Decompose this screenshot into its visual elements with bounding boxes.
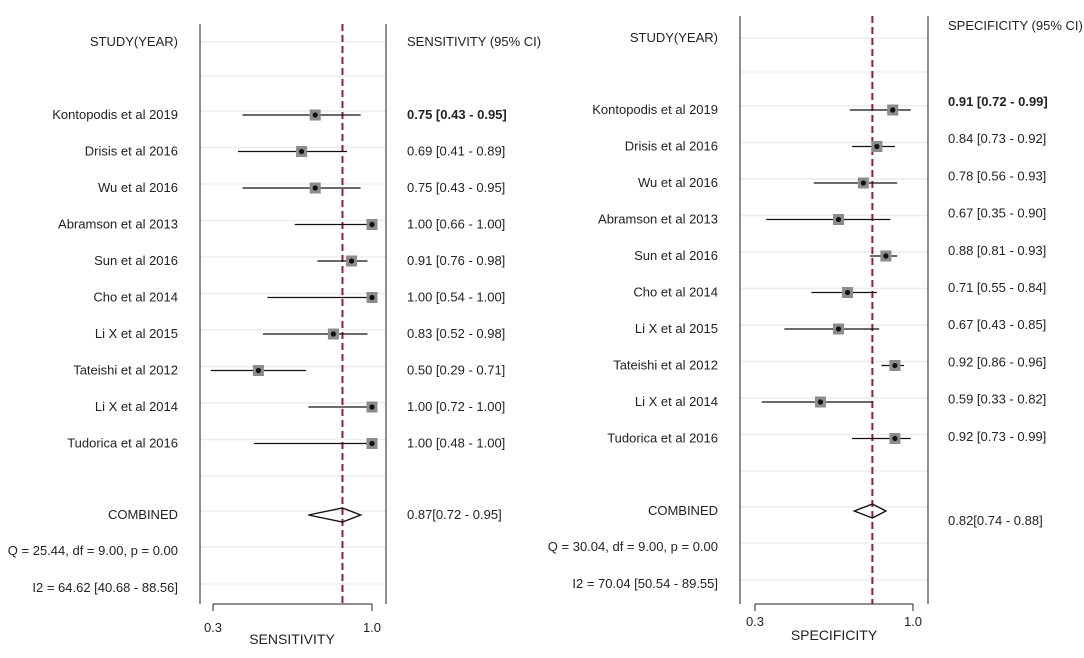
ci-value: 0.91 [0.72 - 0.99]	[948, 94, 1048, 109]
forest-panel-sensitivity: 0.3 1.0 SENSITIVITY STUDY(YEAR) SENSITIVITY …	[8, 24, 541, 647]
forest-panel-specificity: 0.3 1.0 SPECIFICITY STUDY(YEAR) SPECIFICITY …	[548, 16, 1083, 643]
point-estimate-dot	[835, 216, 842, 223]
ci-column-header: SENSITIVITY (95% CI)	[407, 34, 541, 49]
ci-value: 0.92 [0.86 - 0.96]	[948, 354, 1046, 369]
point-estimate-dot	[312, 112, 318, 118]
ci-value: 1.00 [0.66 - 1.00]	[407, 217, 505, 232]
ci-value: 0.67 [0.43 - 0.85]	[948, 317, 1046, 332]
point-estimate-dot	[890, 107, 896, 113]
point-estimate-dot	[369, 404, 375, 410]
combined-ci-value: 0.87[0.72 - 0.95]	[407, 507, 502, 522]
study-label: Cho et al 2014	[633, 285, 718, 300]
ci-value: 0.50 [0.29 - 0.71]	[407, 363, 505, 378]
ci-value: 0.84 [0.73 - 0.92]	[948, 131, 1046, 146]
combined-estimate-diamond	[852, 503, 888, 519]
study-label: Wu et al 2016	[638, 175, 718, 190]
point-estimate-dot	[874, 143, 880, 150]
x-tick-label: 0.3	[204, 620, 222, 635]
point-estimate-dot	[883, 253, 889, 259]
combined-label: COMBINED	[648, 503, 718, 518]
ci-value: 0.75 [0.43 - 0.95]	[407, 180, 505, 195]
ci-value: 0.67 [0.35 - 0.90]	[948, 206, 1046, 221]
study-label: Tudorica et al 2016	[67, 436, 178, 451]
study-label: Li X et al 2014	[95, 399, 178, 414]
ci-value: 0.69 [0.41 - 0.89]	[407, 144, 505, 159]
combined-label: COMBINED	[108, 507, 178, 522]
ci-value: 0.92 [0.73 - 0.99]	[948, 429, 1046, 444]
study-label: Tateishi et al 2012	[73, 363, 178, 378]
combined-ci-value: 0.82[0.74 - 0.88]	[948, 513, 1043, 528]
point-estimate-dot	[844, 289, 851, 296]
x-tick-label: 1.0	[904, 614, 922, 629]
point-estimate-dot	[348, 258, 355, 264]
ci-value: 0.71 [0.55 - 0.84]	[948, 280, 1046, 295]
ci-value: 0.83 [0.52 - 0.98]	[407, 326, 505, 341]
study-column-header: STUDY(YEAR)	[90, 34, 178, 49]
study-label: Tateishi et al 2012	[613, 358, 718, 373]
ci-value: 1.00 [0.48 - 1.00]	[407, 436, 505, 451]
point-estimate-dot	[892, 362, 898, 369]
study-label: Abramson et al 2013	[598, 212, 718, 227]
study-label: Li X et al 2014	[635, 394, 718, 409]
ci-value: 0.88 [0.81 - 0.93]	[948, 243, 1046, 258]
point-estimate-dot	[298, 148, 305, 155]
point-estimate-dot	[312, 185, 318, 191]
ci-value: 1.00 [0.54 - 1.00]	[407, 290, 505, 305]
ci-value: 0.91 [0.76 - 0.98]	[407, 253, 505, 268]
study-column-header: STUDY(YEAR)	[630, 30, 718, 45]
ci-value: 0.78 [0.56 - 0.93]	[948, 168, 1046, 183]
study-label: Sun et al 2016	[94, 253, 178, 268]
point-estimate-dot	[817, 399, 824, 405]
study-label: Li X et al 2015	[95, 326, 178, 341]
ci-value: 0.59 [0.33 - 0.82]	[948, 392, 1046, 407]
study-label: Sun et al 2016	[634, 248, 718, 263]
point-estimate-dot	[835, 326, 842, 332]
heterogeneity-i2-stat: I2 = 70.04 [50.54 - 89.55]	[572, 576, 718, 591]
study-label: Wu et al 2016	[98, 180, 178, 195]
heterogeneity-i2-stat: I2 = 64.62 [40.68 - 88.56]	[32, 580, 178, 595]
point-estimate-dot	[330, 331, 336, 337]
study-label: Kontopodis et al 2019	[592, 102, 718, 117]
ci-value: 0.75 [0.43 - 0.95]	[407, 107, 507, 122]
ci-value: 1.00 [0.72 - 1.00]	[407, 399, 505, 414]
heterogeneity-q-stat: Q = 25.44, df = 9.00, p = 0.00	[8, 543, 178, 558]
x-tick-label: 0.3	[746, 614, 764, 629]
study-label: Abramson et al 2013	[58, 217, 178, 232]
study-label: Drisis et al 2016	[85, 144, 178, 159]
point-estimate-dot	[369, 440, 375, 447]
point-estimate-dot	[255, 367, 262, 374]
combined-estimate-diamond	[308, 507, 363, 523]
study-label: Drisis et al 2016	[625, 139, 718, 154]
point-estimate-dot	[860, 180, 866, 186]
x-tick-label: 1.0	[363, 620, 381, 635]
heterogeneity-q-stat: Q = 30.04, df = 9.00, p = 0.00	[548, 539, 718, 554]
x-axis-title: SPECIFICITY	[791, 627, 878, 643]
point-estimate-dot	[892, 435, 898, 442]
ci-column-header: SPECIFICITY (95% CI)	[948, 18, 1083, 33]
point-estimate-dot	[369, 294, 375, 301]
study-label: Kontopodis et al 2019	[52, 107, 178, 122]
study-label: Li X et al 2015	[635, 321, 718, 336]
study-label: Tudorica et al 2016	[607, 431, 718, 446]
study-label: Cho et al 2014	[93, 290, 178, 305]
point-estimate-dot	[369, 221, 375, 228]
x-axis-title: SENSITIVITY	[249, 631, 335, 647]
